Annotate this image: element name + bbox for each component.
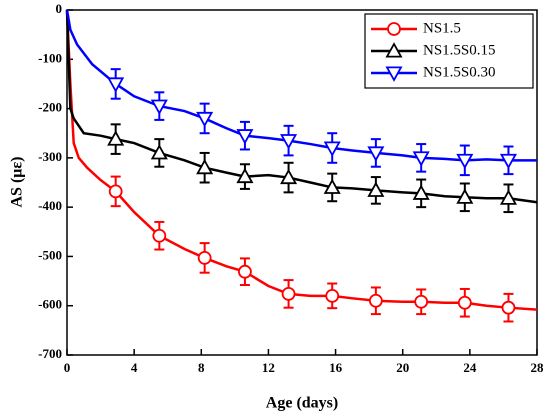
marker [367,146,385,162]
x-tick-label: 0 [64,360,71,375]
marker [150,144,168,160]
marker [323,141,341,157]
marker [367,181,385,197]
marker [107,130,125,146]
marker [196,158,214,175]
series-line [65,9,538,204]
x-tick-label: 24 [463,360,477,375]
marker [323,178,341,194]
marker [412,151,430,167]
marker [196,111,214,128]
x-tick-label: 28 [531,360,545,375]
marker [107,77,125,93]
y-tick-label: -200 [38,100,62,115]
legend-label: NS1.5S0.30 [423,64,496,80]
x-tick-label: 20 [396,360,409,375]
marker [325,288,340,303]
marker [414,294,429,309]
y-tick-label: -500 [38,247,62,262]
marker [280,134,298,150]
marker [501,300,516,315]
legend: NS1.5 NS1.5S0.15 NS1.5S0.30 [364,13,534,89]
marker [152,228,167,243]
marker [457,295,472,310]
series-line [65,9,538,311]
y-tick-label: -700 [38,346,62,361]
marker [456,188,474,204]
x-tick-label: 4 [131,360,138,375]
marker [385,42,403,58]
x-tick-label: 8 [198,360,205,375]
y-tick-label: -300 [38,149,62,164]
marker [236,167,254,184]
marker [499,189,517,205]
y-axis-title: AS (με) [9,156,26,207]
marker [456,153,474,170]
marker [108,184,123,199]
marker [150,99,168,115]
x-axis-title: Age (days) [266,395,338,412]
legend-label: NS1.5S0.15 [423,42,496,58]
marker [385,66,403,82]
marker [412,184,430,200]
marker [368,293,383,308]
legend-label: NS1.5 [423,20,461,36]
y-tick-label: -100 [38,50,62,65]
y-tick-label: -600 [38,297,62,312]
marker [499,153,517,170]
x-tick-label: 16 [329,360,343,375]
marker [197,251,212,265]
marker [387,22,401,36]
marker [280,168,298,185]
marker [236,129,254,145]
x-tick-label: 12 [262,360,275,375]
y-tick-label: 0 [56,1,63,16]
y-tick-label: -400 [38,198,62,213]
plot-frame [66,9,538,356]
marker [281,286,296,301]
marker [238,264,252,279]
